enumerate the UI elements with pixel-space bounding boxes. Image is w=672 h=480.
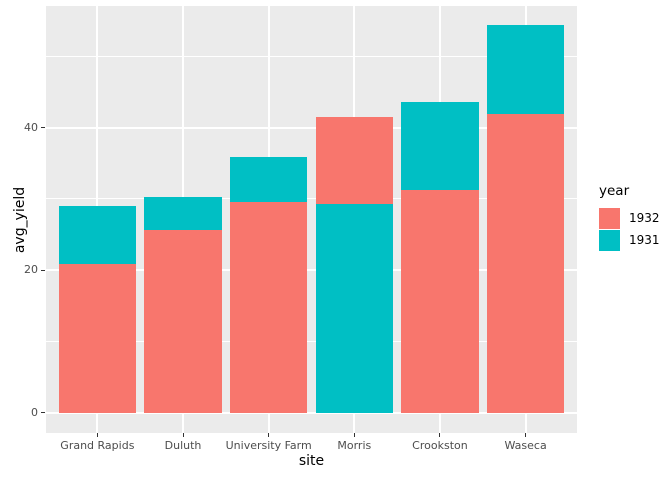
legend-entries: 1932 1931	[599, 208, 660, 251]
plot-panel	[46, 6, 577, 433]
bar-segment-front	[58, 264, 136, 413]
x-tick-mark	[525, 433, 527, 437]
legend-title: year	[599, 183, 630, 199]
legend: year 1932 1931	[599, 184, 660, 252]
y-tick-mark	[41, 412, 45, 414]
y-tick-label: 0	[31, 405, 38, 419]
x-tick-label: Waseca	[504, 439, 547, 452]
y-axis-title: avg_yield	[12, 186, 28, 253]
legend-swatch-1932	[599, 208, 620, 229]
x-axis-title: site	[298, 453, 325, 469]
bar-segment-back	[144, 196, 222, 230]
x-tick-mark	[353, 433, 355, 437]
bar-segment-front	[144, 229, 222, 413]
gridline-major	[46, 411, 577, 414]
gridline-minor	[46, 340, 577, 342]
y-tick-mark	[41, 127, 45, 129]
bar-segment-back	[315, 116, 393, 204]
gridline-minor	[46, 55, 577, 57]
bar-segment-back	[401, 101, 479, 191]
bar-segment-front	[487, 114, 565, 413]
legend-entry: 1932	[599, 208, 660, 229]
y-tick-label: 40	[24, 120, 38, 134]
x-tick-label: Grand Rapids	[60, 439, 135, 452]
x-tick-label: University Farm	[225, 439, 312, 452]
gridline-minor	[46, 198, 577, 200]
x-tick-label: Morris	[337, 439, 372, 452]
bar-segment-front	[401, 190, 479, 413]
bar-segment-back	[58, 205, 136, 265]
x-tick-label: Duluth	[164, 439, 202, 452]
legend-swatch-1931	[599, 230, 620, 251]
y-tick-mark	[41, 269, 45, 271]
bar-segment-back	[230, 157, 308, 203]
legend-entry: 1931	[599, 230, 660, 251]
x-tick-mark	[439, 433, 441, 437]
y-tick-label: 20	[24, 263, 38, 277]
gridline-major	[46, 126, 577, 129]
bar-segment-front	[230, 202, 308, 413]
legend-label: 1931	[629, 233, 660, 247]
bar-segment-back	[487, 25, 565, 115]
bar-segment-front	[315, 203, 393, 413]
x-tick-mark	[182, 433, 184, 437]
legend-label: 1932	[629, 211, 660, 225]
x-tick-mark	[96, 433, 98, 437]
gridline-major	[46, 269, 577, 272]
x-tick-label: Crookston	[412, 439, 468, 452]
x-tick-mark	[268, 433, 270, 437]
